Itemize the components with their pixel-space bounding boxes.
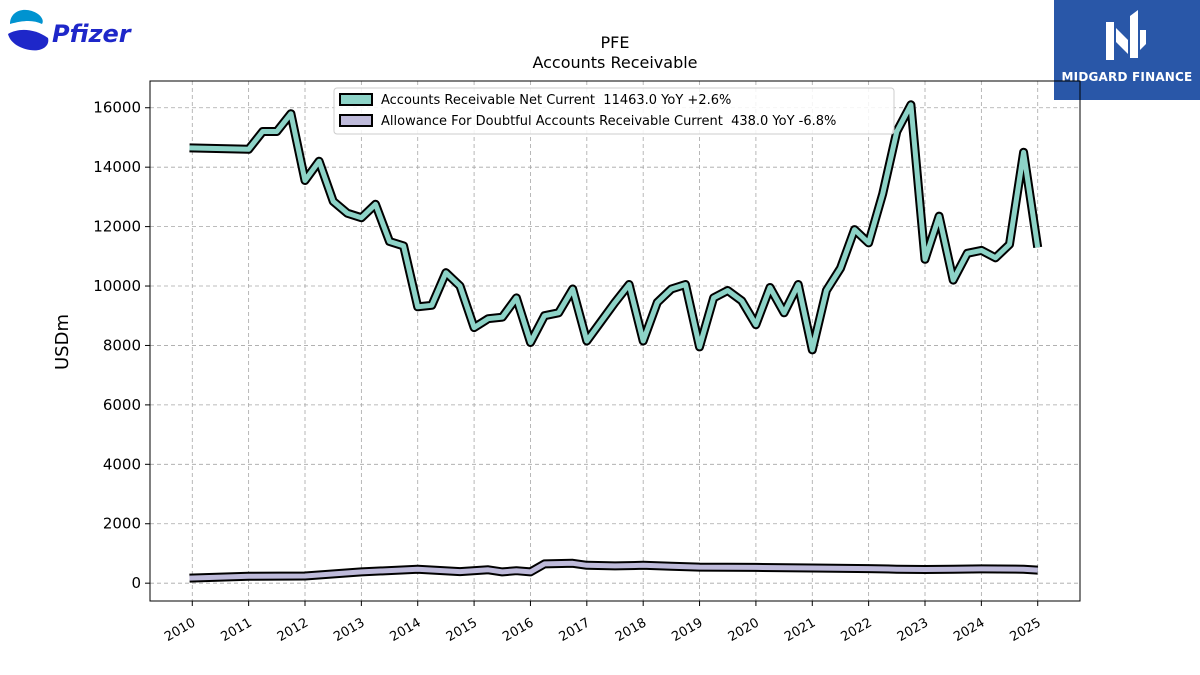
y-tick-label: 8000: [103, 336, 141, 354]
pfizer-pill-lower-icon: [8, 29, 49, 51]
midgard-emblem-icon: [1106, 10, 1146, 60]
midgard-finance-logo: MIDGARD FINANCE: [1054, 0, 1200, 100]
x-tick-label: 2020: [726, 615, 762, 645]
x-tick-label: 2010: [162, 615, 198, 645]
x-tick-label: 2011: [218, 615, 254, 645]
y-tick-label: 14000: [93, 158, 141, 176]
x-tick-label: 2012: [275, 615, 311, 645]
x-tick-label: 2024: [951, 615, 987, 645]
y-tick-label: 2000: [103, 515, 141, 533]
plot-frame: [149, 80, 1081, 602]
x-tick-label: 2025: [1008, 615, 1044, 645]
x-tick-label: 2019: [669, 615, 705, 645]
legend: Accounts Receivable Net Current 11463.0 …: [333, 87, 895, 135]
series-line-allowance: [189, 560, 1038, 581]
x-tick-label: 2023: [895, 615, 931, 645]
x-tick-label: 2015: [444, 615, 480, 645]
pfizer-pill-icon: [10, 9, 43, 24]
y-tick-label: 16000: [93, 99, 141, 117]
y-tick-label: 0: [131, 574, 141, 592]
midgard-finance-wordmark: MIDGARD FINANCE: [1061, 70, 1193, 84]
series-layer: [189, 100, 1043, 583]
x-tick-label: 2021: [782, 615, 818, 645]
y-tick-label: 4000: [103, 455, 141, 473]
x-axis: 2010 2011 2012 2013 2014 2015 2016 2017 2018 2019…: [162, 601, 1044, 645]
legend-swatch-allowance: [339, 114, 373, 127]
y-tick-label: 10000: [93, 277, 141, 295]
pfizer-wordmark: Pfizer: [52, 20, 133, 48]
x-tick-label: 2016: [500, 615, 536, 645]
y-axis-label: USDm: [52, 314, 73, 370]
series-line-net: [189, 102, 1041, 353]
legend-box: [333, 87, 895, 135]
grid: [150, 81, 1080, 601]
pfizer-logo: Pfizer: [8, 9, 133, 51]
legend-label-allowance: Allowance For Doubtful Accounts Receivab…: [381, 114, 836, 129]
y-axis: 0 2000 4000 6000 8000 10000 12000 14000 16000: [93, 99, 150, 592]
x-tick-label: 2014: [388, 615, 424, 645]
legend-label-net: Accounts Receivable Net Current 11463.0 …: [381, 93, 731, 108]
x-tick-label: 2013: [331, 615, 367, 645]
y-tick-label: 12000: [93, 218, 141, 236]
chart-subtitle: Accounts Receivable: [532, 53, 697, 72]
chart-title: PFE: [601, 33, 630, 52]
legend-swatch-net: [339, 93, 373, 106]
x-tick-label: 2018: [613, 615, 649, 645]
x-tick-label: 2022: [838, 615, 874, 645]
y-tick-label: 6000: [103, 396, 141, 414]
series-outline-net: [189, 100, 1043, 355]
x-tick-label: 2017: [557, 615, 593, 645]
